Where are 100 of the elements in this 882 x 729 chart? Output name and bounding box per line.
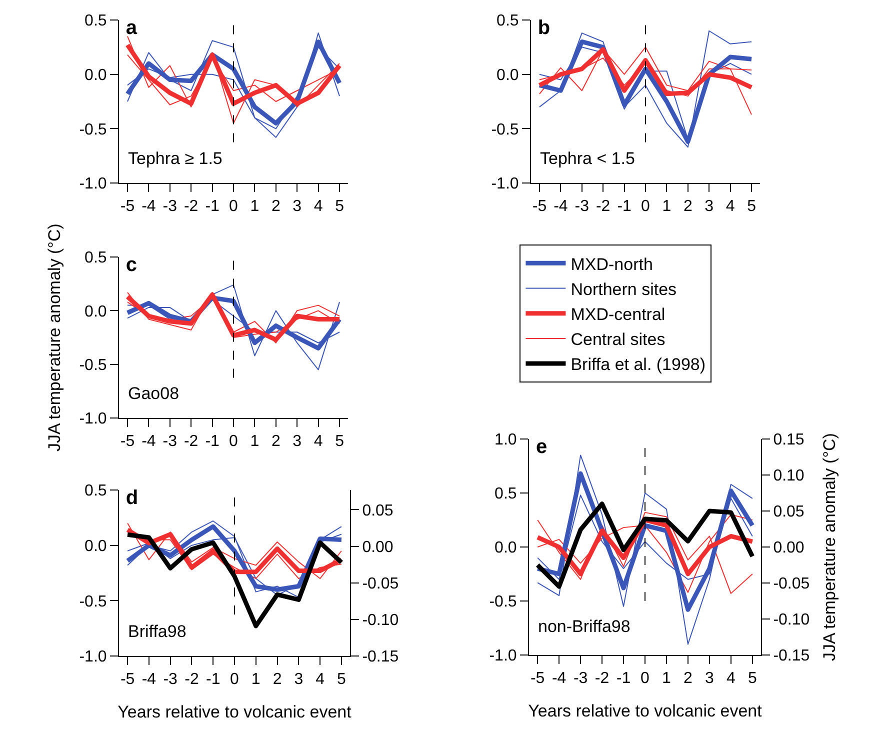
x-tick-label: 2 — [271, 198, 280, 216]
y2-tick-label: -0.10 — [362, 612, 399, 630]
x-tick-label: 5 — [748, 670, 757, 688]
x-tick-label: -3 — [163, 671, 178, 688]
x-tick-label: 3 — [704, 670, 714, 688]
x-tick-label: 1 — [662, 198, 672, 216]
legend-label: MXD-north — [570, 254, 653, 274]
chart-title: c — [126, 254, 137, 276]
x-tick-label: -5 — [120, 671, 135, 688]
x-tick-label: 4 — [726, 670, 736, 688]
y-tick-label: -0.5 — [79, 593, 107, 610]
x-tick-label: 4 — [314, 433, 323, 450]
chart-title: b — [538, 17, 550, 39]
x-tick-label: 3 — [704, 198, 714, 216]
x-tick-label: 1 — [250, 433, 260, 450]
y-tick-label: -1.0 — [491, 176, 519, 193]
x-axis-title: Years relative to volcanic event — [118, 702, 352, 722]
x-tick-label: -5 — [532, 198, 547, 216]
y-tick-label: 0.0 — [496, 66, 519, 84]
x-tick-label: 1 — [662, 670, 672, 688]
chart-title: a — [126, 17, 138, 39]
y2-tick-label: -0.05 — [773, 576, 810, 593]
x-axis-title: Years relative to volcanic event — [528, 702, 762, 721]
y2-tick-label: 0.00 — [362, 538, 394, 556]
y2-tick-label: 0.00 — [773, 540, 804, 557]
x-tick-label: -4 — [142, 671, 156, 688]
x-tick-label: -2 — [594, 670, 610, 688]
x-tick-label: 4 — [726, 198, 735, 216]
x-tick-label: 0 — [229, 433, 238, 450]
x-tick-label: 0 — [229, 198, 238, 216]
x-tick-label: -1 — [206, 671, 220, 688]
x-tick-label: -1 — [617, 198, 632, 216]
y2-tick-label: 0.05 — [362, 502, 394, 520]
chart-title: e — [536, 436, 548, 458]
x-tick-label: -4 — [142, 198, 156, 216]
y-tick-label: 0.5 — [494, 486, 517, 503]
y-tick-label: 0.0 — [84, 538, 107, 555]
y-tick-label: -1.0 — [79, 648, 107, 666]
x-tick-label: 5 — [335, 433, 344, 450]
chart-title: d — [126, 487, 138, 509]
x-tick-label: -5 — [120, 198, 135, 216]
x-tick-label: 3 — [292, 433, 302, 450]
x-tick-label: 4 — [314, 198, 323, 216]
y-tick-label: 0.5 — [84, 250, 107, 267]
y-tick-label: -0.5 — [79, 121, 107, 138]
x-tick-label: -5 — [120, 433, 135, 450]
annotation: Tephra ≥ 1.5 — [128, 149, 222, 168]
x-tick-label: 2 — [684, 670, 693, 688]
x-tick-label: -5 — [530, 670, 545, 688]
y2-tick-label: -0.15 — [773, 648, 810, 665]
annotation: Tephra < 1.5 — [540, 149, 635, 168]
x-tick-label: -4 — [552, 670, 566, 688]
y2-tick-label: -0.10 — [773, 612, 810, 629]
y2-tick-label: 0.10 — [773, 468, 804, 485]
y2-tick-label: -0.15 — [362, 648, 399, 666]
y-tick-label: -1.0 — [79, 410, 107, 428]
y-tick-label: 0.5 — [84, 12, 107, 30]
x-tick-label: 2 — [683, 198, 692, 216]
x-tick-label: 5 — [335, 198, 344, 216]
x-tick-label: -3 — [162, 198, 178, 216]
x-tick-label: 4 — [316, 671, 325, 688]
x-tick-label: -2 — [184, 671, 199, 688]
x-tick-label: -2 — [184, 433, 198, 450]
x-tick-label: 1 — [250, 198, 260, 216]
y2-tick-label: 0.05 — [773, 504, 804, 521]
x-tick-label: 3 — [294, 671, 304, 688]
annotation: Briffa98 — [128, 622, 186, 641]
y-tick-label: 0.5 — [496, 12, 519, 30]
y-tick-label: -0.5 — [489, 594, 517, 611]
x-tick-label: -1 — [205, 433, 220, 450]
y-tick-label: 0.5 — [84, 482, 107, 500]
x-tick-label: 5 — [747, 198, 756, 216]
x-tick-label: 2 — [272, 671, 282, 688]
y2-tick-label: 0.15 — [773, 432, 804, 449]
x-tick-label: 3 — [292, 198, 302, 216]
y-tick-label: -0.5 — [491, 121, 519, 138]
x-tick-label: 2 — [271, 433, 280, 450]
annotation: non-Briffa98 — [538, 617, 630, 636]
legend-label: Northern sites — [570, 280, 677, 299]
y-tick-label: -1.0 — [79, 176, 107, 193]
y-axis-title: JJA temperature anomaly (°C) — [44, 224, 64, 452]
x-tick-label: 0 — [640, 670, 650, 688]
y-tick-label: 0.0 — [84, 66, 107, 84]
x-tick-label: -1 — [616, 670, 631, 688]
y2-tick-label: -0.05 — [362, 575, 399, 592]
legend-label: MXD-central — [570, 304, 666, 324]
y-tick-label: 0.0 — [84, 303, 107, 320]
x-tick-label: -3 — [162, 433, 178, 450]
x-tick-label: -3 — [574, 198, 590, 216]
legend-label: Briffa et al. (1998) — [570, 355, 706, 374]
y-tick-label: 1.0 — [494, 432, 517, 449]
legend-label: Central sites — [570, 330, 666, 350]
x-tick-label: -4 — [142, 433, 156, 450]
x-tick-label: -3 — [573, 670, 588, 688]
x-tick-label: -4 — [554, 198, 568, 216]
y-tick-label: -0.5 — [79, 356, 107, 374]
x-tick-label: 1 — [251, 671, 260, 688]
x-tick-label: -2 — [184, 198, 198, 216]
x-tick-label: 0 — [230, 671, 240, 688]
y-tick-label: 0.0 — [494, 540, 517, 557]
